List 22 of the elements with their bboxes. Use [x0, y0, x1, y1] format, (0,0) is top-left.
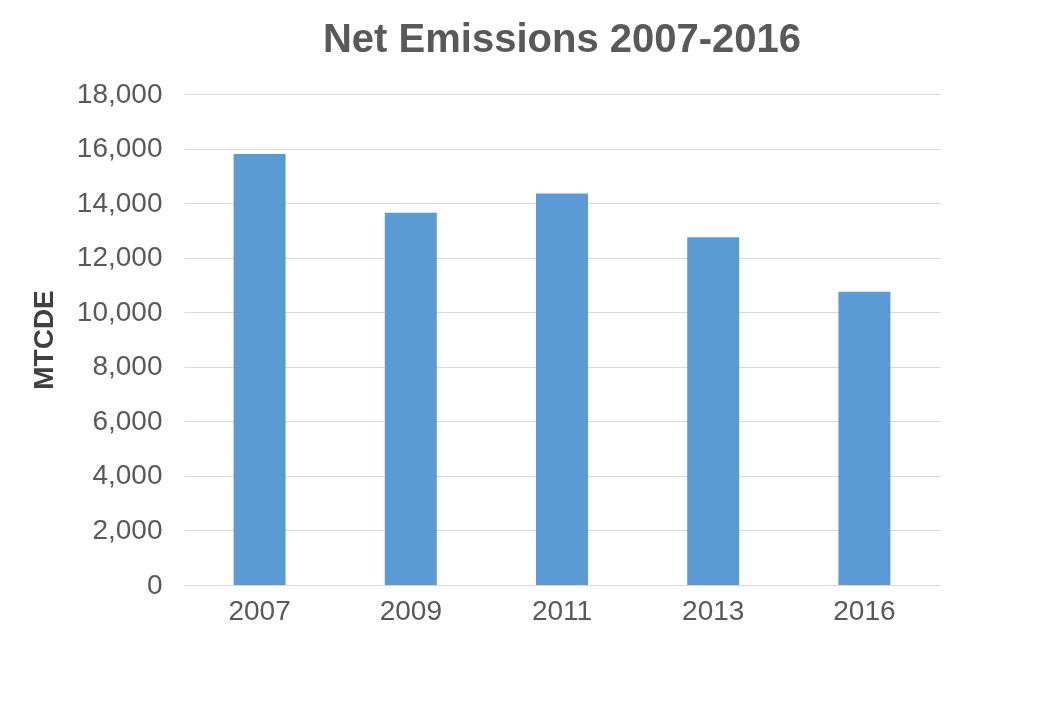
x-tick-label: 2013 — [682, 594, 745, 626]
y-tick-label: 6,000 — [92, 404, 163, 436]
x-tick-label: 2011 — [531, 594, 593, 626]
y-tick-label: 0 — [146, 568, 163, 600]
y-tick-label: 14,000 — [76, 186, 163, 218]
y-tick-label: 16,000 — [76, 132, 163, 164]
bar — [233, 154, 286, 585]
y-tick-label: 2,000 — [92, 513, 163, 545]
x-tick-label: 2016 — [833, 594, 896, 626]
y-tick-label: 4,000 — [92, 459, 163, 491]
y-tick-label: 18,000 — [76, 77, 163, 109]
x-tick-label: 2007 — [228, 594, 291, 626]
y-axis-title: MTCDE — [27, 290, 59, 390]
y-tick-label: 8,000 — [92, 350, 163, 382]
y-tick-label: 10,000 — [76, 295, 163, 327]
bar — [384, 212, 437, 585]
bar — [838, 291, 891, 585]
chart-title: Net Emissions 2007-2016 — [322, 16, 802, 60]
y-tick-label: 12,000 — [76, 241, 163, 273]
x-tick-label: 2009 — [379, 594, 442, 626]
bar — [687, 237, 740, 585]
bar — [536, 193, 588, 585]
